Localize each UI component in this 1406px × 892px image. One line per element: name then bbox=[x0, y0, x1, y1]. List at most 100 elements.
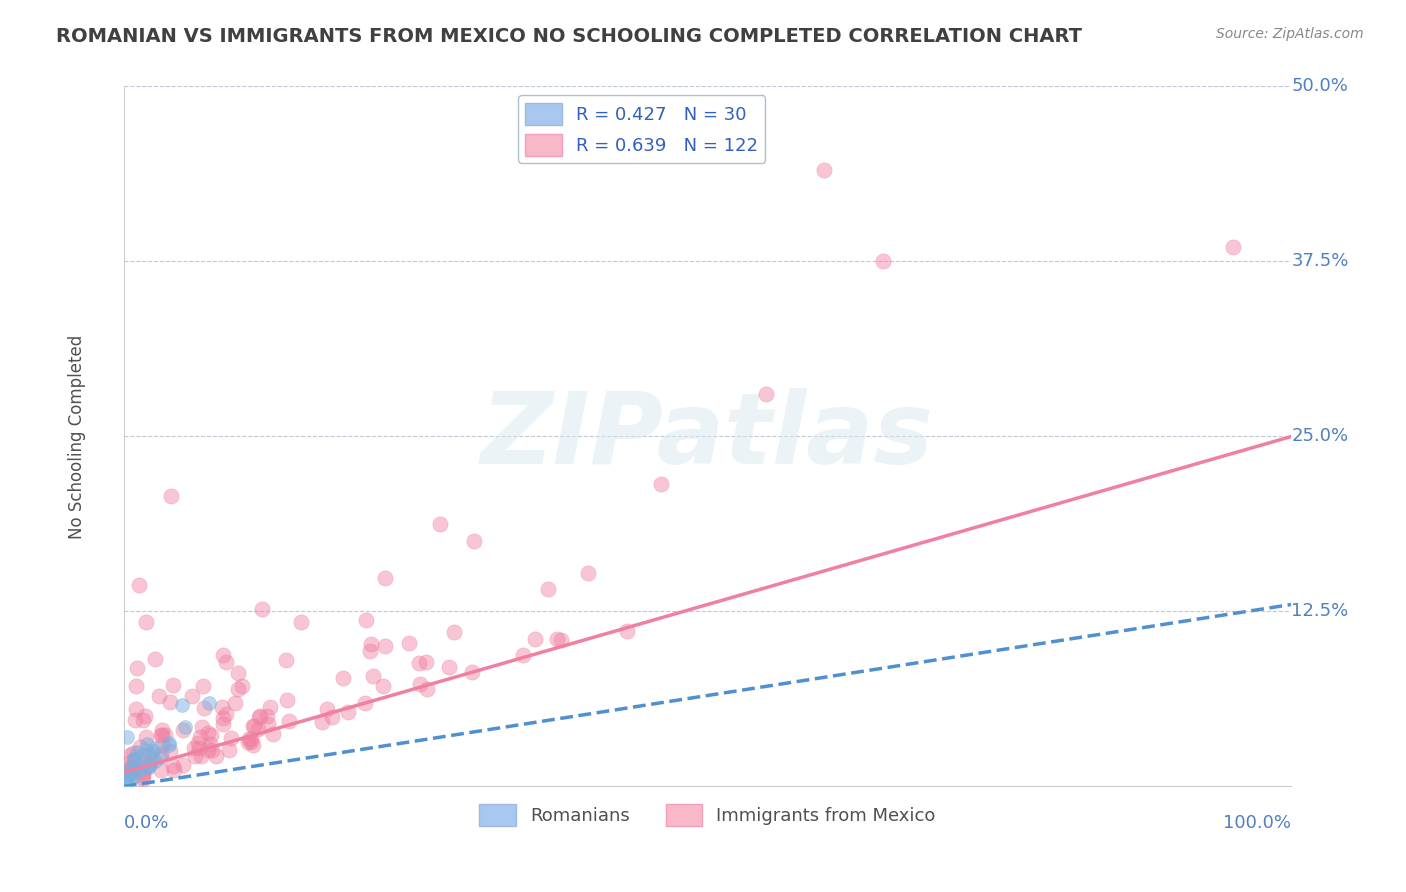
Text: 25.0%: 25.0% bbox=[1292, 427, 1348, 445]
Legend: Romanians, Immigrants from Mexico: Romanians, Immigrants from Mexico bbox=[472, 797, 943, 833]
Point bbox=[228, 682, 250, 697]
Point bbox=[238, 732, 260, 747]
Point bbox=[205, 749, 228, 764]
Point bbox=[215, 655, 238, 669]
Point bbox=[215, 706, 238, 721]
Point bbox=[512, 648, 534, 663]
Point bbox=[188, 741, 211, 756]
Point bbox=[243, 718, 266, 732]
Point bbox=[159, 744, 181, 758]
Point bbox=[132, 772, 155, 786]
Point bbox=[117, 768, 139, 782]
Point bbox=[257, 717, 280, 731]
Point bbox=[239, 732, 262, 747]
Point bbox=[443, 624, 465, 639]
Point bbox=[224, 697, 246, 711]
Text: Source: ZipAtlas.com: Source: ZipAtlas.com bbox=[1216, 27, 1364, 41]
Point bbox=[198, 737, 221, 751]
Text: 100.0%: 100.0% bbox=[1223, 814, 1292, 832]
Point bbox=[128, 578, 150, 592]
Point bbox=[117, 730, 139, 744]
Point bbox=[463, 533, 485, 548]
Point bbox=[174, 720, 197, 734]
Text: 0.0%: 0.0% bbox=[124, 814, 169, 832]
Point bbox=[311, 714, 333, 729]
Point bbox=[124, 754, 146, 768]
Point bbox=[159, 695, 181, 709]
Point bbox=[239, 735, 262, 749]
Point bbox=[277, 714, 299, 729]
Point bbox=[755, 387, 778, 401]
Point bbox=[409, 677, 432, 691]
Point bbox=[246, 722, 269, 736]
Point bbox=[813, 163, 835, 178]
Point bbox=[180, 689, 202, 703]
Point bbox=[132, 747, 155, 762]
Point bbox=[650, 477, 672, 491]
Point bbox=[191, 720, 214, 734]
Point bbox=[131, 771, 153, 785]
Point bbox=[132, 768, 155, 782]
Point bbox=[616, 624, 638, 638]
Point bbox=[162, 759, 184, 773]
Point bbox=[135, 730, 157, 744]
Point bbox=[128, 759, 150, 773]
Point bbox=[374, 571, 396, 585]
Point bbox=[118, 765, 141, 780]
Point bbox=[127, 660, 149, 674]
Point bbox=[238, 734, 260, 748]
Point bbox=[141, 751, 163, 765]
Point bbox=[150, 728, 173, 742]
Text: 12.5%: 12.5% bbox=[1292, 602, 1348, 621]
Point bbox=[122, 746, 145, 760]
Point bbox=[138, 747, 160, 761]
Point bbox=[170, 698, 193, 713]
Point bbox=[124, 713, 146, 727]
Point bbox=[157, 736, 180, 750]
Point bbox=[321, 710, 343, 724]
Point bbox=[138, 759, 160, 773]
Point bbox=[231, 679, 253, 693]
Point bbox=[256, 708, 278, 723]
Point bbox=[416, 682, 439, 697]
Point bbox=[118, 761, 141, 775]
Point bbox=[429, 516, 451, 531]
Point bbox=[249, 709, 271, 723]
Point bbox=[118, 747, 141, 762]
Point bbox=[150, 723, 173, 738]
Point bbox=[188, 730, 211, 744]
Point bbox=[187, 736, 209, 750]
Point bbox=[316, 702, 339, 716]
Point bbox=[197, 743, 219, 757]
Point bbox=[354, 613, 377, 627]
Point bbox=[134, 709, 156, 723]
Point bbox=[198, 696, 221, 710]
Point bbox=[276, 693, 298, 707]
Text: 50.0%: 50.0% bbox=[1292, 78, 1348, 95]
Point bbox=[153, 728, 176, 742]
Point bbox=[125, 679, 148, 693]
Point bbox=[120, 760, 142, 774]
Point bbox=[135, 615, 157, 629]
Point bbox=[290, 615, 312, 629]
Point bbox=[122, 752, 145, 766]
Point bbox=[117, 763, 139, 777]
Text: 37.5%: 37.5% bbox=[1292, 252, 1348, 270]
Point bbox=[136, 737, 159, 751]
Point bbox=[172, 723, 194, 737]
Point bbox=[374, 640, 396, 654]
Point bbox=[163, 763, 186, 777]
Point bbox=[121, 764, 143, 778]
Point bbox=[437, 660, 460, 674]
Point bbox=[157, 738, 180, 752]
Text: ROMANIAN VS IMMIGRANTS FROM MEXICO NO SCHOOLING COMPLETED CORRELATION CHART: ROMANIAN VS IMMIGRANTS FROM MEXICO NO SC… bbox=[56, 27, 1083, 45]
Point bbox=[262, 727, 284, 741]
Point bbox=[136, 761, 159, 775]
Point bbox=[872, 254, 894, 268]
Point bbox=[200, 728, 222, 742]
Point bbox=[332, 671, 354, 685]
Point bbox=[129, 739, 152, 754]
Point bbox=[218, 743, 240, 757]
Point bbox=[1222, 240, 1244, 254]
Point bbox=[212, 710, 235, 724]
